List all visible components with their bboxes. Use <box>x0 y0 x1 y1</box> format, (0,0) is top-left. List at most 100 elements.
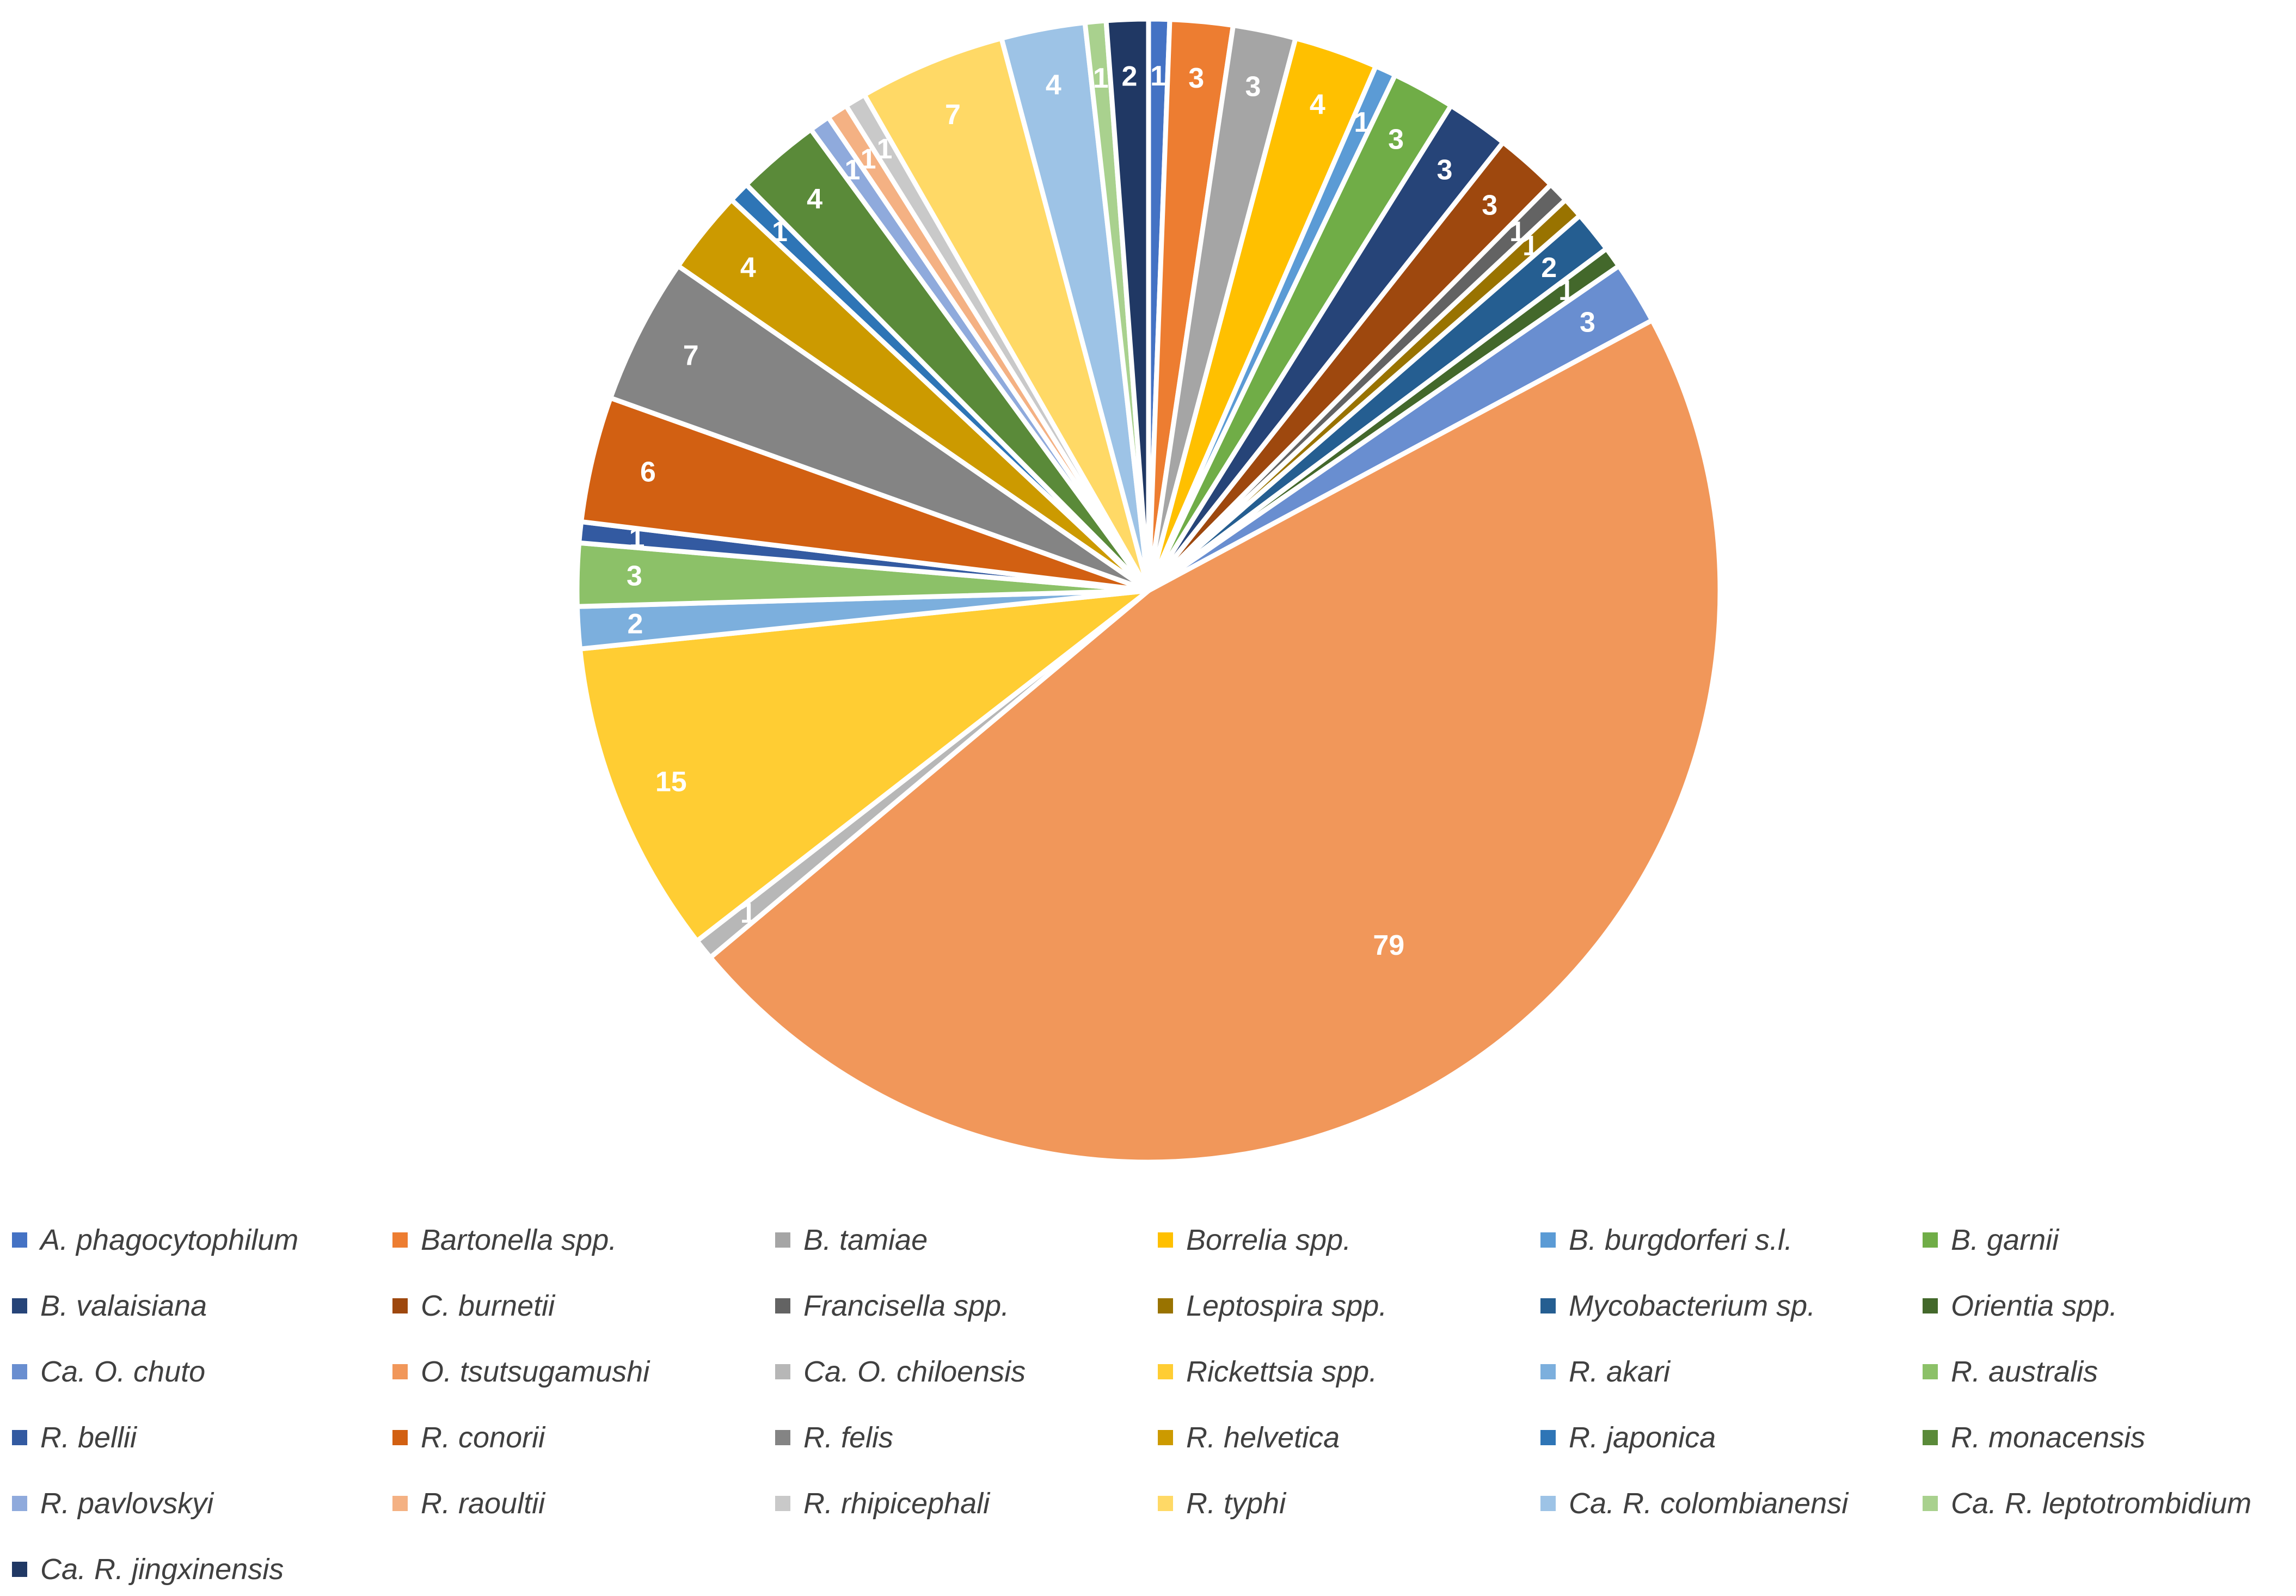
legend-swatch <box>1158 1496 1173 1511</box>
legend-item: Ca. O. chuto <box>12 1355 205 1388</box>
slice-value-label: 15 <box>655 766 687 798</box>
legend-item: O. tsutsugamushi <box>392 1355 650 1388</box>
legend-swatch <box>12 1562 27 1577</box>
legend-label: R. japonica <box>1569 1421 1716 1454</box>
legend-label: R. felis <box>803 1421 893 1454</box>
slice-value-label: 6 <box>640 456 656 488</box>
slice-value-label: 4 <box>807 183 822 215</box>
legend-swatch <box>1923 1496 1938 1511</box>
legend-swatch <box>775 1298 790 1313</box>
slice-value-label: 1 <box>1354 107 1370 138</box>
legend-swatch <box>1540 1298 1556 1313</box>
legend-item: Ca. R. colombianensi <box>1540 1487 1849 1520</box>
legend-swatch <box>12 1364 27 1379</box>
pie-slice <box>579 395 1151 593</box>
legend-swatch <box>1923 1364 1938 1379</box>
legend-swatch <box>1540 1496 1556 1511</box>
legend-swatch <box>12 1232 27 1248</box>
legend-swatch <box>1923 1430 1938 1445</box>
legend-label: R. conorii <box>421 1421 546 1454</box>
legend-item: R. akari <box>1540 1355 1671 1388</box>
legend-item: C. burnetii <box>392 1290 556 1322</box>
legend-label: Ca. O. chiloensis <box>803 1355 1026 1388</box>
legend-item: B. tamiae <box>775 1224 928 1256</box>
slice-value-label: 4 <box>1310 89 1325 120</box>
slice-value-label: 3 <box>1482 190 1497 222</box>
legend-item: Francisella spp. <box>775 1290 1009 1322</box>
slice-value-label: 1 <box>1509 216 1525 248</box>
legend-item: Ca. R. jingxinensis <box>12 1553 284 1586</box>
legend-label: B. burgdorferi s.l. <box>1569 1224 1792 1256</box>
legend-swatch <box>775 1496 790 1511</box>
slice-value-label: 4 <box>740 252 756 284</box>
legend-label: R. bellii <box>40 1421 138 1454</box>
slice-value-label: 1 <box>1558 275 1574 306</box>
legend-label: R. helvetica <box>1186 1421 1340 1454</box>
slice-value-label: 1 <box>629 523 644 554</box>
legend-item: R. felis <box>775 1421 893 1454</box>
legend-swatch <box>1158 1430 1173 1445</box>
legend-swatch <box>1540 1232 1556 1248</box>
pie-slice <box>708 317 1723 1165</box>
slice-value-label: 3 <box>627 561 642 592</box>
pie-slices <box>574 16 1723 1165</box>
slice-value-label: 7 <box>683 340 699 372</box>
slice-value-label: 79 <box>1373 930 1404 961</box>
slice-value-label: 1 <box>772 216 788 248</box>
legend-label: Mycobacterium sp. <box>1569 1290 1815 1322</box>
pie-slice <box>577 588 1151 944</box>
legend-label: Rickettsia spp. <box>1186 1355 1377 1388</box>
legend-item: Ca. O. chiloensis <box>775 1355 1026 1388</box>
legend-label: C. burnetii <box>421 1290 556 1322</box>
legend-label: B. garnii <box>1951 1224 2060 1256</box>
slice-value-label: 1 <box>1150 60 1166 92</box>
legend-label: Ca. R. jingxinensis <box>40 1553 284 1586</box>
slice-value-label: 3 <box>1245 71 1261 103</box>
legend-swatch <box>12 1298 27 1313</box>
legend-item: Bartonella spp. <box>392 1224 617 1256</box>
legend-item: Orientia spp. <box>1923 1290 2117 1322</box>
legend-item: B. burgdorferi s.l. <box>1540 1224 1792 1256</box>
legend-swatch <box>1158 1232 1173 1248</box>
legend-label: R. monacensis <box>1951 1421 2145 1454</box>
legend-item: A. phagocytophilum <box>12 1224 298 1256</box>
legend-swatch <box>12 1430 27 1445</box>
legend-item: R. helvetica <box>1158 1421 1340 1454</box>
legend-label: Ca. R. colombianensi <box>1569 1487 1849 1520</box>
legend-label: Francisella spp. <box>803 1290 1009 1322</box>
legend-swatch <box>392 1430 408 1445</box>
legend-label: A. phagocytophilum <box>39 1224 298 1256</box>
slice-value-label: 3 <box>1188 63 1204 94</box>
slice-value-label: 2 <box>1541 252 1557 284</box>
slice-value-label: 3 <box>1437 154 1453 186</box>
legend-swatch <box>392 1364 408 1379</box>
legend-item: R. raoultii <box>392 1487 546 1520</box>
chart-legend: A. phagocytophilum Bartonella spp. B. tami… <box>12 1224 2251 1586</box>
legend-item: Leptospira spp. <box>1158 1290 1387 1322</box>
legend-item: Ca. R. leptotrombidium <box>1923 1487 2251 1520</box>
legend-item: R. bellii <box>12 1421 138 1454</box>
legend-swatch <box>775 1430 790 1445</box>
legend-label: B. valaisiana <box>40 1290 207 1322</box>
legend-label: R. typhi <box>1186 1487 1287 1520</box>
pie-slice <box>1103 16 1151 593</box>
legend-swatch <box>12 1496 27 1511</box>
legend-item: Mycobacterium sp. <box>1540 1290 1815 1322</box>
legend-label: R. raoultii <box>421 1487 546 1520</box>
legend-item: R. pavlovskyi <box>12 1487 214 1520</box>
legend-label: R. akari <box>1569 1355 1671 1388</box>
pie-slice <box>862 35 1151 593</box>
legend-swatch <box>1158 1298 1173 1313</box>
slice-value-label: 3 <box>1580 306 1595 338</box>
legend-label: O. tsutsugamushi <box>421 1355 650 1388</box>
legend-swatch <box>1158 1364 1173 1379</box>
legend-swatch <box>1923 1298 1938 1313</box>
legend-label: Bartonella spp. <box>421 1224 617 1256</box>
legend-label: Ca. R. leptotrombidium <box>1951 1487 2251 1520</box>
legend-label: Borrelia spp. <box>1186 1224 1351 1256</box>
legend-item: R. australis <box>1923 1355 2098 1388</box>
legend-swatch <box>1540 1364 1556 1379</box>
legend-swatch <box>1923 1232 1938 1248</box>
